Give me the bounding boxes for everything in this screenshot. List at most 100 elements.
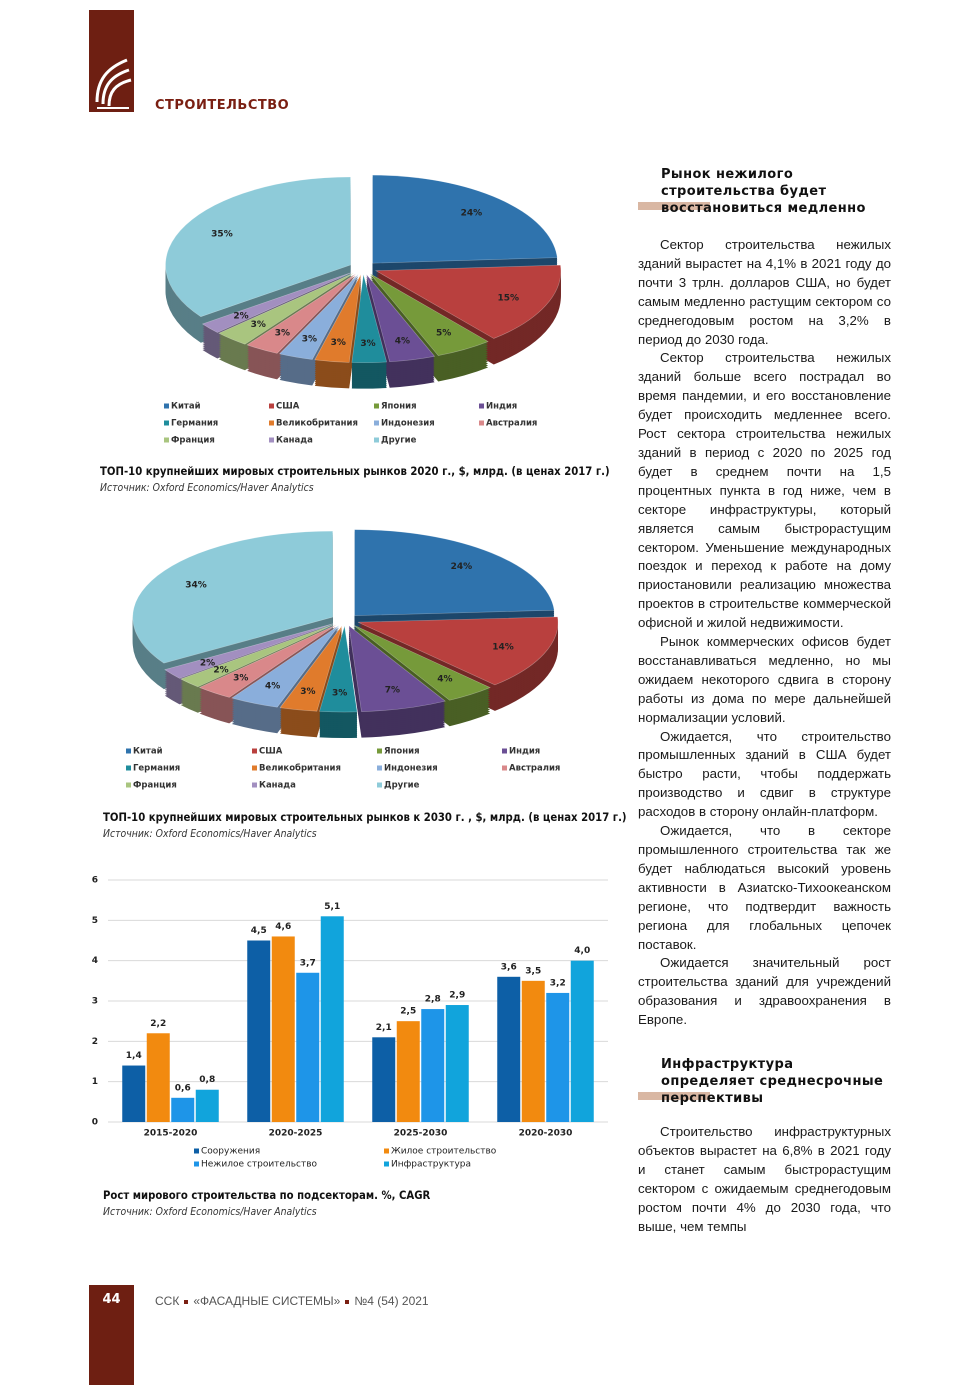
legend-label: Австралия bbox=[486, 419, 537, 429]
legend-label: Нежилое строительство bbox=[201, 1160, 318, 1170]
legend-label: Китай bbox=[133, 747, 163, 757]
legend-label: Инфраструктура bbox=[391, 1160, 471, 1170]
legend-swatch bbox=[126, 782, 131, 788]
legend-label: Индия bbox=[486, 402, 517, 412]
legend-swatch bbox=[374, 437, 379, 443]
data-label: 35% bbox=[211, 229, 233, 239]
y-tick-label: 5 bbox=[92, 916, 98, 926]
pie-slice bbox=[366, 274, 436, 363]
bar bbox=[271, 936, 295, 1122]
pie-slice bbox=[369, 273, 489, 356]
bar bbox=[247, 940, 271, 1122]
bar bbox=[521, 980, 545, 1122]
y-tick-label: 3 bbox=[92, 997, 98, 1007]
page-number: 44 bbox=[102, 1292, 121, 1307]
separator bbox=[345, 1299, 350, 1304]
caption: ТОП-10 крупнейших мировых строительных р… bbox=[100, 465, 610, 479]
data-label: 0,6 bbox=[175, 1083, 191, 1093]
legend-label: Канада bbox=[259, 781, 296, 791]
data-label: 2% bbox=[213, 666, 228, 676]
legend-label: Франция bbox=[171, 436, 215, 446]
legend-swatch bbox=[502, 765, 507, 771]
source: Источник: Oxford Economics/Haver Analyti… bbox=[103, 829, 317, 841]
pie-slice bbox=[314, 274, 362, 363]
footer-band bbox=[89, 1285, 134, 1385]
paragraph: Ожидается, что строительство промышленны… bbox=[638, 728, 891, 820]
legend-swatch bbox=[374, 403, 379, 409]
section-title: СТРОИТЕЛЬСТВО bbox=[155, 98, 290, 113]
legend-swatch bbox=[384, 1161, 389, 1167]
caption: Рост мирового строительства по подсектор… bbox=[103, 1189, 431, 1203]
paragraph: Ожидается значительный рост строительств… bbox=[638, 955, 891, 1028]
data-label: 4,0 bbox=[574, 946, 590, 956]
pie-slice bbox=[218, 272, 354, 345]
bar bbox=[546, 992, 570, 1122]
heading: Рынок нежилого строительства будет восст… bbox=[638, 166, 888, 217]
pie-slice bbox=[278, 274, 359, 360]
data-label: 3,7 bbox=[300, 958, 316, 968]
heading-text: Рынок нежилого строительства будет восст… bbox=[661, 167, 866, 216]
data-label: 3,6 bbox=[501, 962, 517, 972]
article-column: Сектор строительства нежилых зданий выра… bbox=[638, 236, 891, 1030]
data-label: 2,2 bbox=[150, 1019, 166, 1029]
data-label: 4,5 bbox=[251, 926, 267, 936]
data-label: 3% bbox=[251, 320, 266, 330]
bar bbox=[445, 1005, 469, 1122]
bar bbox=[396, 1021, 420, 1122]
pie-slice bbox=[374, 264, 562, 339]
data-label: 2% bbox=[200, 658, 215, 668]
pie-slice bbox=[319, 625, 358, 713]
data-label: 3% bbox=[233, 673, 248, 683]
data-label: 3% bbox=[300, 687, 315, 697]
legend-swatch bbox=[269, 420, 274, 426]
data-label: 3% bbox=[360, 339, 375, 349]
article-column: Строительство инфраструктурных объектов … bbox=[638, 1123, 891, 1238]
pie-slice bbox=[179, 623, 335, 688]
legend-swatch bbox=[374, 420, 379, 426]
legend-label: Другие bbox=[381, 436, 417, 446]
legend-label: Индонезия bbox=[384, 764, 438, 774]
legend-swatch bbox=[502, 748, 507, 754]
data-label: 24% bbox=[461, 209, 483, 219]
data-label: 3% bbox=[331, 338, 346, 348]
bar bbox=[146, 1033, 170, 1122]
logo bbox=[95, 58, 132, 109]
legend-swatch bbox=[126, 765, 131, 771]
legend-label: Австралия bbox=[509, 764, 560, 774]
pie-slice bbox=[351, 274, 388, 363]
footer-text: ССК bbox=[155, 1294, 180, 1308]
paragraph: Сектор строительства нежилых зданий боль… bbox=[638, 350, 891, 631]
bar bbox=[570, 960, 594, 1122]
data-label: 4,6 bbox=[275, 922, 291, 932]
legend-swatch bbox=[164, 420, 169, 426]
legend-label: Германия bbox=[133, 764, 180, 774]
pie-slice bbox=[198, 624, 337, 698]
data-label: 3% bbox=[275, 328, 290, 338]
data-label: 3,5 bbox=[525, 966, 541, 976]
bar bbox=[421, 1009, 445, 1122]
data-label: 14% bbox=[492, 642, 514, 652]
data-label: 1,4 bbox=[126, 1051, 142, 1061]
y-tick-label: 4 bbox=[92, 956, 98, 966]
y-tick-label: 6 bbox=[92, 876, 98, 886]
bar bbox=[171, 1097, 195, 1122]
data-label: 24% bbox=[451, 562, 473, 572]
pie-slice bbox=[348, 625, 446, 712]
source: Источник: Oxford Economics/Haver Analyti… bbox=[103, 1207, 317, 1219]
footer: ССК «ФАСАДНЫЕ СИСТЕМЫ» №4 (54) 2021 bbox=[155, 1294, 429, 1308]
legend-swatch bbox=[126, 748, 131, 754]
data-label: 15% bbox=[498, 293, 520, 303]
data-label: 34% bbox=[185, 580, 207, 590]
header-band bbox=[89, 10, 134, 112]
legend-label: Великобритания bbox=[276, 418, 358, 429]
legend-label: Китай bbox=[171, 402, 201, 412]
legend-label: Индонезия bbox=[381, 419, 435, 429]
pie-slice bbox=[279, 625, 343, 712]
legend-label: Великобритания bbox=[259, 763, 341, 774]
legend-swatch bbox=[252, 782, 257, 788]
y-tick-label: 2 bbox=[92, 1037, 98, 1047]
legend-swatch bbox=[194, 1161, 199, 1167]
data-label: 2,1 bbox=[376, 1023, 392, 1033]
